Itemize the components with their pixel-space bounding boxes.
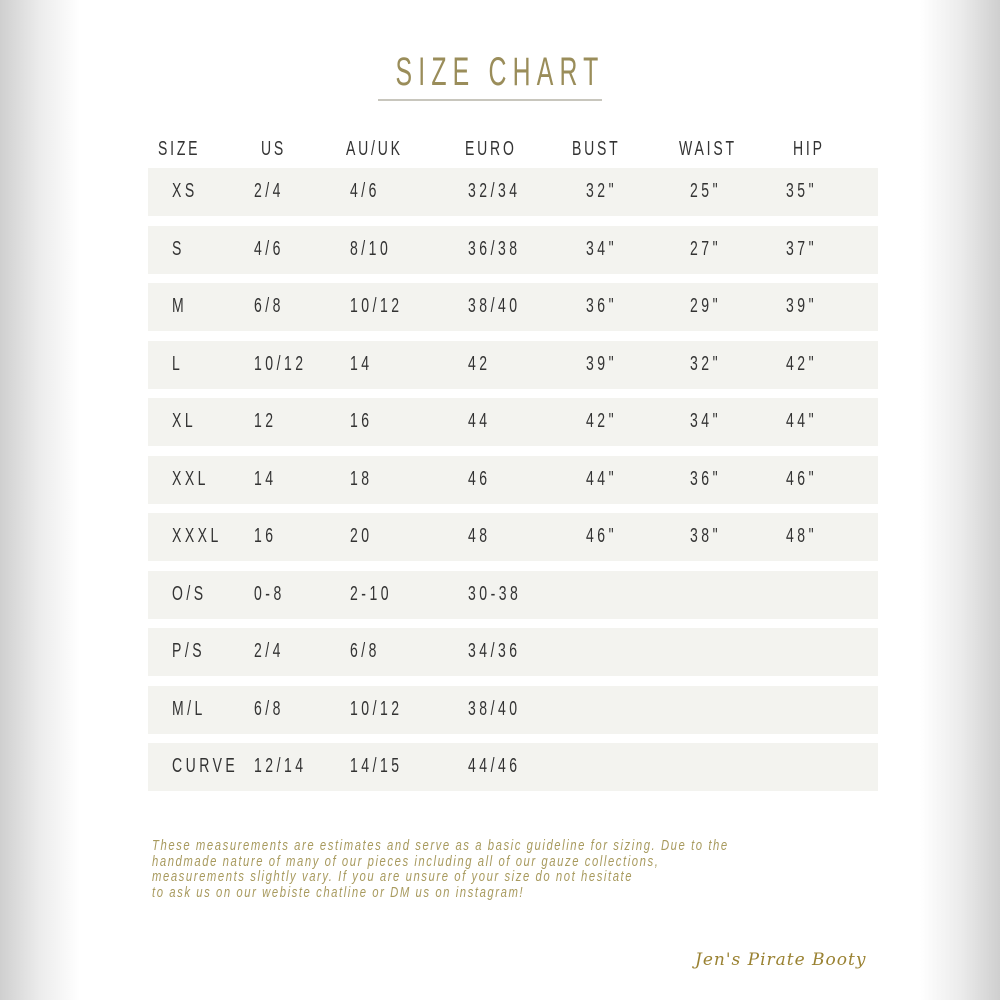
table-cell: 12 [254,410,277,432]
table-cell: 44/46 [468,755,521,777]
table-row: XXL 14 18 46 44" 36" 46" [148,455,878,504]
table-cell: 38/40 [468,697,521,720]
table-cell: 4/6 [254,237,284,260]
table-cell: 25" [690,180,722,202]
table-cell: 16 [254,525,277,547]
table-row: S 4/6 8/10 36/38 34" 27" 37" [148,225,878,274]
table-cell: P/S [172,640,206,662]
table-cell: 34/36 [468,640,521,662]
table-cell: 48" [786,525,818,547]
table-cell: XXXL [172,525,222,547]
table-cell: 42" [786,352,818,375]
table-cell: 14 [254,467,277,490]
table-cell: CURVE [172,755,239,777]
table-cell: 32" [690,352,722,375]
table-row: CURVE 12/14 14/15 44/46 [148,743,878,791]
table-cell: 42 [468,352,491,375]
table-cell: 30-38 [468,582,522,605]
table-cell: O/S [172,582,207,605]
table-cell: 8/10 [350,237,392,260]
table-cell: 44 [468,410,491,432]
table-cell: 32/34 [468,180,521,202]
table-cell: 6/8 [254,295,284,317]
table-cell: 27" [690,237,722,260]
table-cell: XXL [172,467,209,490]
note-line: measurements slightly vary. If you are u… [152,869,634,885]
table-cell: 34" [586,237,618,260]
table-cell: 14 [350,352,373,375]
table-cell: 34" [690,410,722,432]
brand-logo: Jen's Pirate Booty [695,950,867,970]
column-header: WAIST [679,138,737,160]
table-cell: 6/8 [254,697,284,720]
table-cell: 36" [690,467,722,490]
table-cell: XS [172,180,198,202]
note-line: These measurements are estimates and ser… [152,838,729,854]
page-title: SIZE CHART [395,50,605,94]
table-row: L 10/12 14 42 39" 32" 42" [148,340,878,389]
disclaimer-note: These measurements are estimates and ser… [152,838,893,901]
column-header: HIP [793,138,825,160]
table-cell: 2/4 [254,640,284,662]
table-cell: 46" [786,467,818,490]
table-cell: 39" [586,352,618,375]
column-header: US [261,138,287,160]
title-underline [378,99,602,101]
table-row: M/L 6/8 10/12 38/40 [148,685,878,734]
note-line: to ask us on our webiste chatline or DM … [152,884,525,901]
table-cell: 46" [586,525,618,547]
column-header: AU/UK [346,138,403,160]
table-cell: 46 [468,467,491,490]
table-cell: S [172,237,185,260]
table-cell: 35" [786,180,818,202]
table-cell: 6/8 [350,640,380,662]
table-cell: M [172,295,188,317]
table-cell: M/L [172,697,206,720]
table-cell: 29" [690,295,722,317]
table-cell: 10/12 [254,352,307,375]
table-row: M 6/8 10/12 38/40 36" 29" 39" [148,283,878,331]
table-row: O/S 0-8 2-10 30-38 [148,570,878,619]
table-cell: 12/14 [254,755,307,777]
table-row: XXXL 16 20 48 46" 38" 48" [148,513,878,561]
table-cell: 4/6 [350,180,380,202]
table-cell: 14/15 [350,755,403,777]
table-cell: 32" [586,180,618,202]
table-cell: 16 [350,410,373,432]
table-cell: 2/4 [254,180,284,202]
table-cell: XL [172,410,197,432]
note-line: handmade nature of many of our pieces in… [152,853,660,870]
table-cell: L [172,352,184,375]
column-header: EURO [465,138,517,160]
table-cell: 2-10 [350,582,393,605]
table-cell: 10/12 [350,697,403,720]
table-cell: 10/12 [350,295,403,317]
table-cell: 38" [690,525,722,547]
table-cell: 39" [786,295,818,317]
table-cell: 44" [786,410,818,432]
table-cell: 37" [786,237,818,260]
table-cell: 48 [468,525,491,547]
table-cell: 0-8 [254,582,285,605]
table-cell: 20 [350,525,373,547]
column-header: SIZE [158,138,201,160]
table-cell: 36/38 [468,237,521,260]
table-cell: 42" [586,410,618,432]
column-header: BUST [572,138,621,160]
table-row: XS 2/4 4/6 32/34 32" 25" 35" [148,168,878,216]
table-cell: 36" [586,295,618,317]
table-row: P/S 2/4 6/8 34/36 [148,628,878,676]
table-row: XL 12 16 44 42" 34" 44" [148,398,878,446]
table-cell: 44" [586,467,618,490]
table-cell: 38/40 [468,295,521,317]
table-cell: 18 [350,467,373,490]
